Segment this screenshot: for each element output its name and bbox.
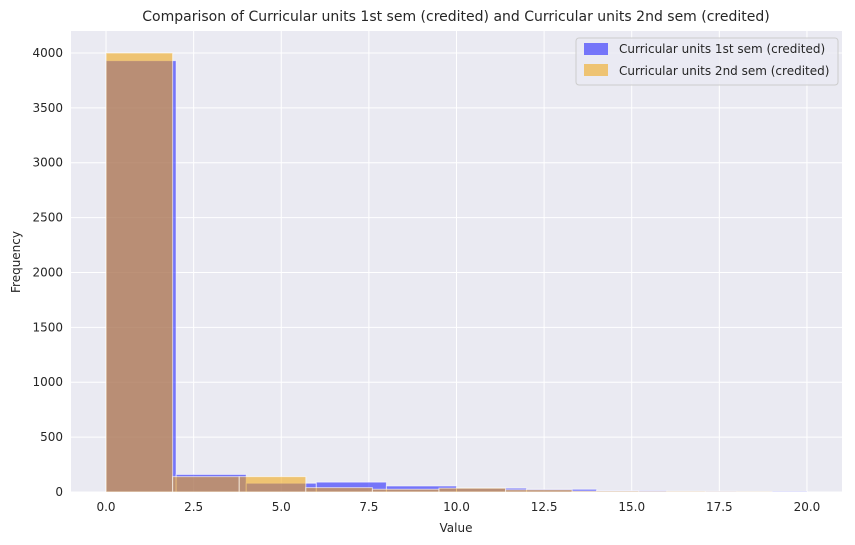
x-tick-label: 7.5 — [359, 500, 378, 514]
x-tick-label: 17.5 — [706, 500, 733, 514]
x-tick-label: 20.0 — [794, 500, 821, 514]
chart-title: Comparison of Curricular units 1st sem (… — [142, 9, 769, 25]
y-axis-ticks: 0 500 1000 1500 2000 2500 3000 3500 4000 — [32, 46, 63, 499]
histogram-bar — [305, 487, 373, 493]
y-axis-label: Frequency — [9, 231, 23, 293]
x-tick-label: 15.0 — [618, 500, 645, 514]
x-axis-ticks: 0.0 2.5 5.0 7.5 10.0 12.5 15.0 17.5 20.0 — [96, 500, 820, 514]
histogram-bar — [105, 52, 174, 493]
histogram-bar — [238, 476, 307, 493]
x-tick-label: 0.0 — [96, 500, 115, 514]
y-tick-label: 2000 — [32, 265, 63, 279]
histogram-bar — [172, 476, 240, 493]
legend-swatch-2nd-sem — [584, 64, 608, 76]
histogram-bar — [505, 489, 573, 493]
legend-swatch-1st-sem — [584, 43, 608, 55]
legend-label-2nd-sem: Curricular units 2nd sem (credited) — [619, 64, 829, 78]
histogram-bar — [638, 490, 706, 493]
x-tick-label: 10.0 — [443, 500, 470, 514]
y-tick-label: 2500 — [32, 211, 63, 225]
x-axis-label: Value — [440, 521, 473, 535]
y-tick-label: 4000 — [32, 46, 63, 60]
y-tick-label: 1500 — [32, 320, 63, 334]
histogram-bar — [438, 487, 507, 493]
x-tick-label: 5.0 — [272, 500, 291, 514]
histogram-bar — [571, 490, 640, 493]
y-tick-label: 0 — [55, 485, 63, 499]
legend-label-1st-sem: Curricular units 1st sem (credited) — [619, 42, 825, 56]
y-tick-label: 3000 — [32, 156, 63, 170]
legend: Curricular units 1st sem (credited) Curr… — [575, 37, 839, 86]
legend-box — [575, 37, 839, 86]
x-tick-label: 2.5 — [184, 500, 203, 514]
x-tick-label: 12.5 — [531, 500, 558, 514]
y-tick-label: 3500 — [32, 101, 63, 115]
y-tick-label: 500 — [40, 430, 63, 444]
series-2nd-sem-bars — [105, 52, 773, 493]
y-tick-label: 1000 — [32, 375, 63, 389]
histogram-bar — [371, 488, 440, 493]
